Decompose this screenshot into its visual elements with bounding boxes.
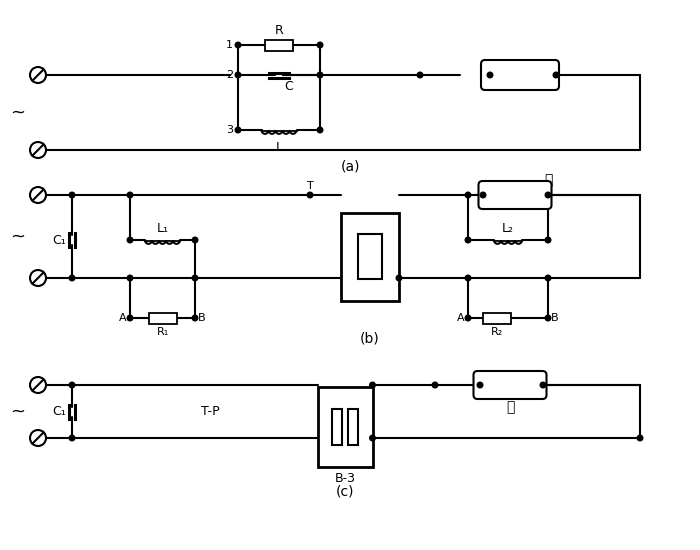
Circle shape [307,192,313,198]
Circle shape [193,315,198,321]
Circle shape [396,275,402,281]
Circle shape [69,275,75,281]
Circle shape [127,192,133,198]
Text: T-P: T-P [201,405,219,418]
Bar [358,234,382,279]
Text: (a): (a) [340,160,360,174]
Circle shape [370,382,375,388]
Text: (b): (b) [360,332,380,346]
Text: C: C [284,80,293,94]
Circle shape [487,72,493,78]
Text: 3: 3 [226,125,233,135]
Circle shape [545,275,551,281]
Text: L: L [276,141,283,154]
Circle shape [317,127,323,133]
Circle shape [417,72,423,78]
Text: R: R [274,25,284,37]
Circle shape [540,382,546,388]
Circle shape [466,315,471,321]
Text: 灯: 灯 [506,400,514,414]
Text: B: B [551,313,559,323]
Circle shape [637,435,643,441]
Circle shape [235,72,241,78]
Circle shape [466,237,471,243]
Text: ~: ~ [10,228,25,245]
Text: L₁: L₁ [157,222,169,235]
Circle shape [193,237,198,243]
Text: ~: ~ [10,403,25,421]
Text: 灯: 灯 [516,71,524,85]
Bar [348,409,358,444]
Circle shape [317,72,323,78]
FancyBboxPatch shape [479,181,552,209]
Text: 灯: 灯 [544,173,552,187]
Bar [332,409,342,444]
Text: R₁: R₁ [157,327,169,337]
Circle shape [127,275,133,281]
Bar [318,387,372,466]
Circle shape [466,275,471,281]
Bar [149,312,177,323]
Circle shape [432,382,438,388]
Text: 2: 2 [226,70,233,80]
Circle shape [477,382,483,388]
Text: B: B [198,313,206,323]
Circle shape [69,435,75,441]
Circle shape [235,127,241,133]
Circle shape [480,192,486,198]
Text: A: A [120,313,127,323]
Bar [265,40,293,51]
Bar [341,212,399,300]
Text: C₁: C₁ [52,234,66,246]
FancyBboxPatch shape [481,60,559,90]
Circle shape [69,192,75,198]
Text: C₁: C₁ [52,405,66,418]
Text: T: T [307,181,314,191]
Text: R₂: R₂ [491,327,503,337]
Circle shape [466,192,471,198]
Circle shape [127,237,133,243]
Text: ~: ~ [10,103,25,122]
Circle shape [193,275,198,281]
Circle shape [317,42,323,48]
Circle shape [370,435,375,441]
Text: 1: 1 [226,40,233,50]
Circle shape [545,192,551,198]
Bar [483,312,511,323]
Circle shape [127,315,133,321]
Text: A: A [457,313,465,323]
Text: B-3: B-3 [335,471,356,485]
Circle shape [69,382,75,388]
Circle shape [235,42,241,48]
FancyBboxPatch shape [473,371,547,399]
Circle shape [545,315,551,321]
Text: L₂: L₂ [502,222,514,235]
Circle shape [553,72,559,78]
Circle shape [545,237,551,243]
Text: 灯: 灯 [506,381,514,395]
Text: (c): (c) [336,485,354,498]
